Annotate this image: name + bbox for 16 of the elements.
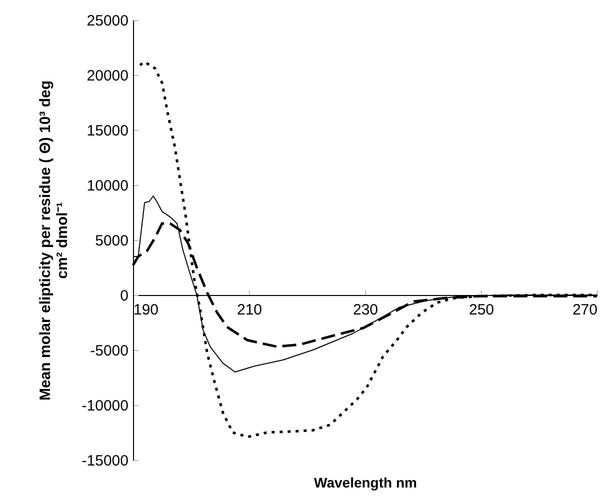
y-tick-label: 10000 (86, 178, 128, 194)
x-tick-label: 230 (352, 302, 378, 318)
x-tick-label: 190 (134, 302, 159, 318)
y-tick-label: 20000 (86, 68, 128, 84)
x-tick-label: 210 (236, 302, 262, 318)
y-tick-label: -10000 (82, 398, 128, 414)
x-tick-label: 250 (468, 302, 494, 318)
y-tick-label: 0 (120, 288, 128, 304)
y-tick-label: 5000 (95, 232, 128, 250)
y-tick-label: 15000 (86, 122, 128, 140)
x-axis-title: Wavelength nm (314, 474, 417, 490)
y-tick-label: 25000 (86, 12, 128, 30)
x-tick-label: 270 (572, 302, 598, 318)
y-tick-label: -5000 (90, 342, 128, 360)
y-tick-label: -15000 (82, 452, 128, 470)
y-axis-title: Mean molar elipticity per residue ( Θ) 10³ deg cm² dmol⁻¹ (36, 80, 71, 401)
